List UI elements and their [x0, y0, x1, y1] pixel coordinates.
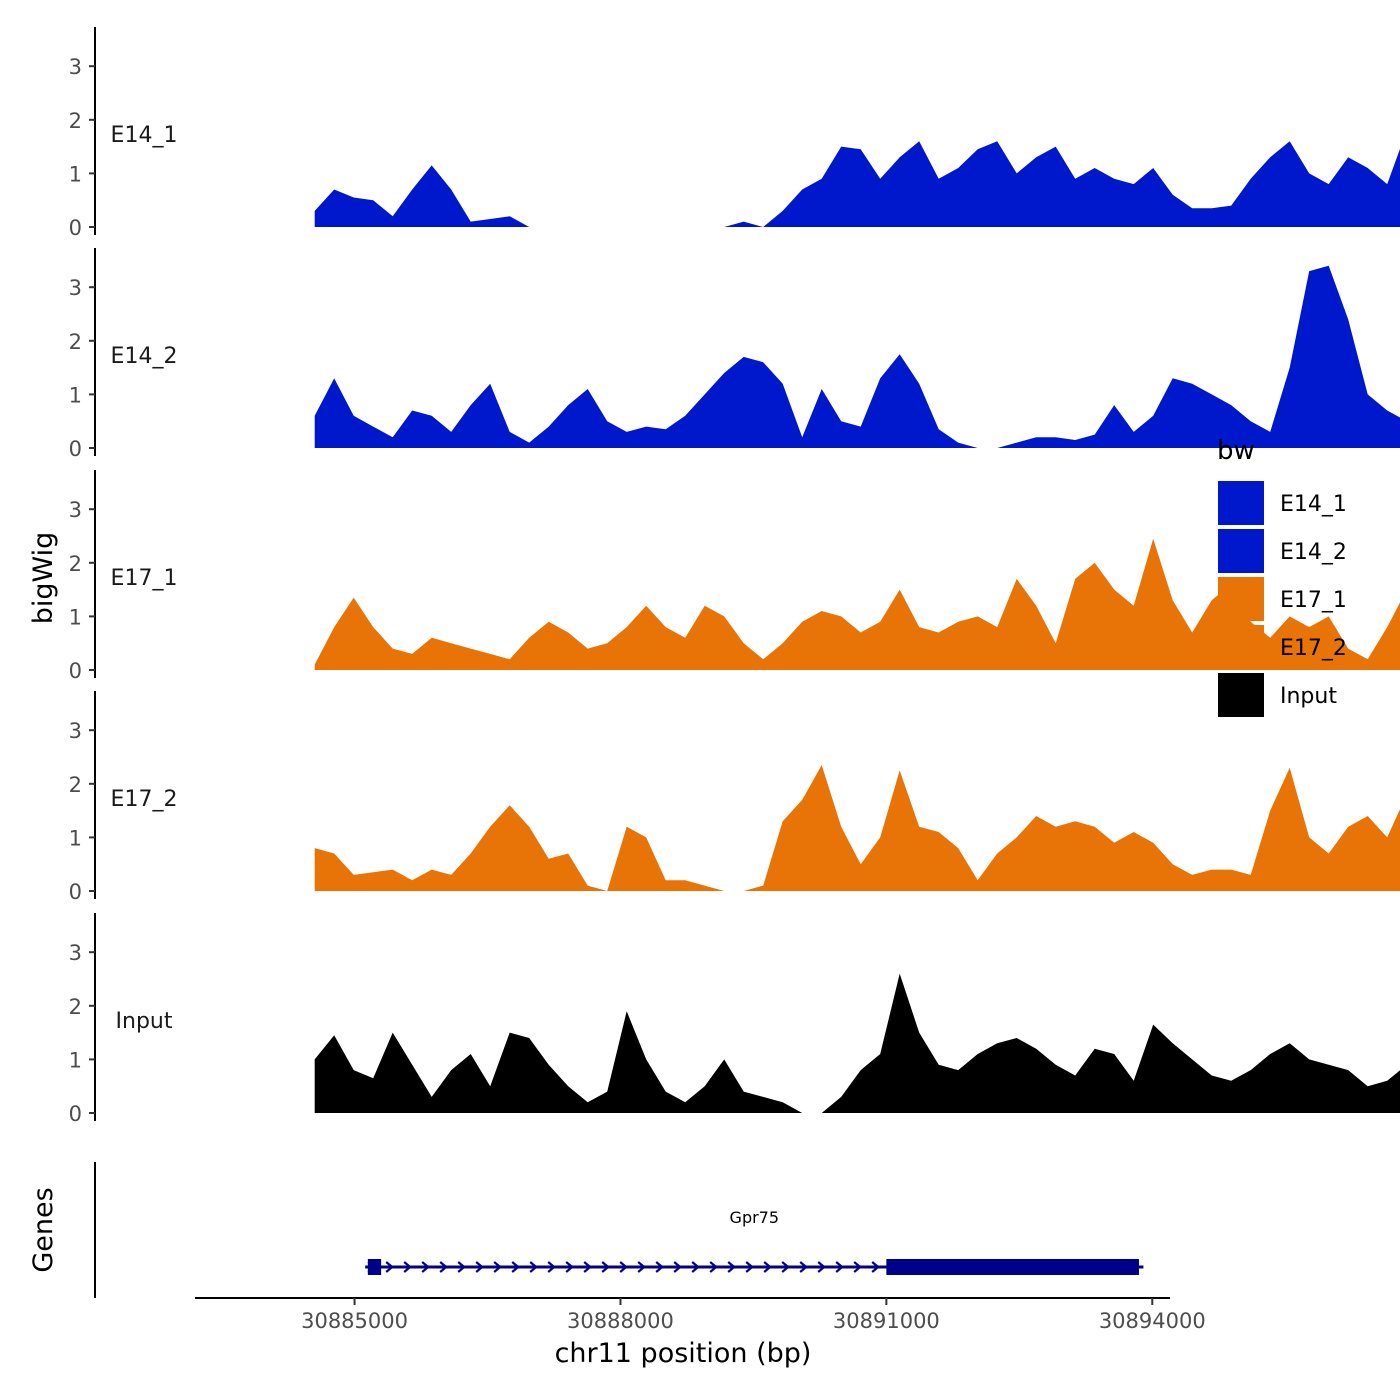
legend-key-e14-1: [1218, 481, 1264, 525]
strand-arrow: [727, 1261, 736, 1273]
strand-arrow: [817, 1261, 826, 1273]
track-e17-1: 0 1 2 3 E17_1: [69, 470, 1400, 683]
strand-arrow: [637, 1261, 646, 1273]
signal-area-e17-2: [314, 765, 1400, 891]
track-label: E14_2: [111, 344, 178, 369]
strand-arrow: [673, 1261, 682, 1273]
signal-area-e14-1: [314, 141, 1400, 227]
y-tick-label: 2: [69, 773, 82, 797]
strand-arrow: [781, 1261, 790, 1273]
strand-arrow: [439, 1261, 448, 1273]
x-axis-ticks: 30885000 30888000 30891000 30894000: [301, 1298, 1206, 1333]
y-tick-label: 2: [69, 330, 82, 354]
y-tick-label: 3: [69, 719, 82, 743]
track-input: 0 1 2 3 Input: [69, 913, 1400, 1126]
strand-arrow: [763, 1261, 772, 1273]
y-tick-label: 1: [69, 1048, 82, 1072]
legend-key-e14-2: [1218, 529, 1264, 573]
strand-arrow: [511, 1261, 520, 1273]
y-tick-label: 3: [69, 276, 82, 300]
y-tick-label: 0: [69, 437, 82, 461]
y-tick-label: 2: [69, 995, 82, 1019]
y-tick-label: 1: [69, 162, 82, 186]
legend-key-input: [1218, 673, 1264, 717]
gene-exon: [367, 1259, 382, 1275]
y-tick-label: 3: [69, 498, 82, 522]
signal-area-input: [314, 973, 1400, 1113]
strand-arrow: [745, 1261, 754, 1273]
strand-arrow: [601, 1261, 610, 1273]
gene-label: Gpr75: [730, 1208, 780, 1227]
y-tick-label: 2: [69, 109, 82, 133]
x-tick-label: 30894000: [1099, 1309, 1206, 1333]
strand-arrow: [529, 1261, 538, 1273]
legend-title: bw: [1217, 436, 1255, 466]
y-tick-label: 3: [69, 941, 82, 965]
legend-label: Input: [1280, 684, 1337, 709]
track-e14-2: 0 1 2 3 E14_2: [69, 248, 1400, 461]
genes-axis-title: Genes: [28, 1187, 59, 1272]
legend-label: E14_1: [1280, 492, 1347, 517]
y-tick-label: 0: [69, 216, 82, 240]
y-axis-title: bigWig: [28, 532, 59, 625]
y-tick-label: 1: [69, 383, 82, 407]
x-tick-label: 30888000: [567, 1309, 674, 1333]
strand-arrow: [835, 1261, 844, 1273]
y-tick-label: 1: [69, 826, 82, 850]
track-e17-2: 0 1 2 3 E17_2: [69, 691, 1400, 904]
strand-arrow: [619, 1261, 628, 1273]
x-axis-title: chr11 position (bp): [555, 1338, 812, 1369]
strand-arrow: [385, 1261, 394, 1273]
gene-exon: [886, 1259, 1139, 1275]
y-tick-label: 0: [69, 1102, 82, 1126]
legend-label: E17_2: [1280, 636, 1347, 661]
strand-arrow: [547, 1261, 556, 1273]
legend-key-e17-2: [1218, 625, 1264, 669]
y-tick-label: 3: [69, 55, 82, 79]
legend-label: E17_1: [1280, 588, 1347, 613]
strand-arrow: [871, 1261, 880, 1273]
track-label: E14_1: [111, 123, 178, 148]
signal-area-e17-1: [314, 538, 1400, 670]
strand-arrow: [475, 1261, 484, 1273]
strand-arrow: [709, 1261, 718, 1273]
x-tick-label: 30891000: [833, 1309, 940, 1333]
strand-arrow: [583, 1261, 592, 1273]
strand-arrow: [691, 1261, 700, 1273]
strand-arrow: [421, 1261, 430, 1273]
track-label: E17_1: [111, 566, 178, 591]
y-tick-label: 2: [69, 552, 82, 576]
track-label: Input: [116, 1009, 173, 1034]
legend: bw E14_1 E14_2 E17_1 E17_2 Input: [1217, 436, 1347, 717]
y-tick-label: 0: [69, 659, 82, 683]
legend-key-e17-1: [1218, 577, 1264, 621]
y-tick-label: 1: [69, 605, 82, 629]
legend-label: E14_2: [1280, 540, 1347, 565]
strand-arrow: [799, 1261, 808, 1273]
signal-tracks: 0 1 2 3 E14_1 0 1 2 3 E14_2 0 1 2 3 E17_1 0 1 2 3 E17_2 0 1 2 3…: [69, 27, 1400, 1126]
strand-arrow: [457, 1261, 466, 1273]
strand-arrow: [853, 1261, 862, 1273]
gene-track: Gpr75: [365, 1208, 1144, 1275]
strand-arrow: [403, 1261, 412, 1273]
strand-arrow: [565, 1261, 574, 1273]
y-tick-label: 0: [69, 880, 82, 904]
strand-arrow: [493, 1261, 502, 1273]
track-e14-1: 0 1 2 3 E14_1: [69, 27, 1400, 240]
x-tick-label: 30885000: [301, 1309, 408, 1333]
track-label: E17_2: [111, 787, 178, 812]
strand-arrow: [655, 1261, 664, 1273]
signal-area-e14-2: [314, 265, 1400, 448]
